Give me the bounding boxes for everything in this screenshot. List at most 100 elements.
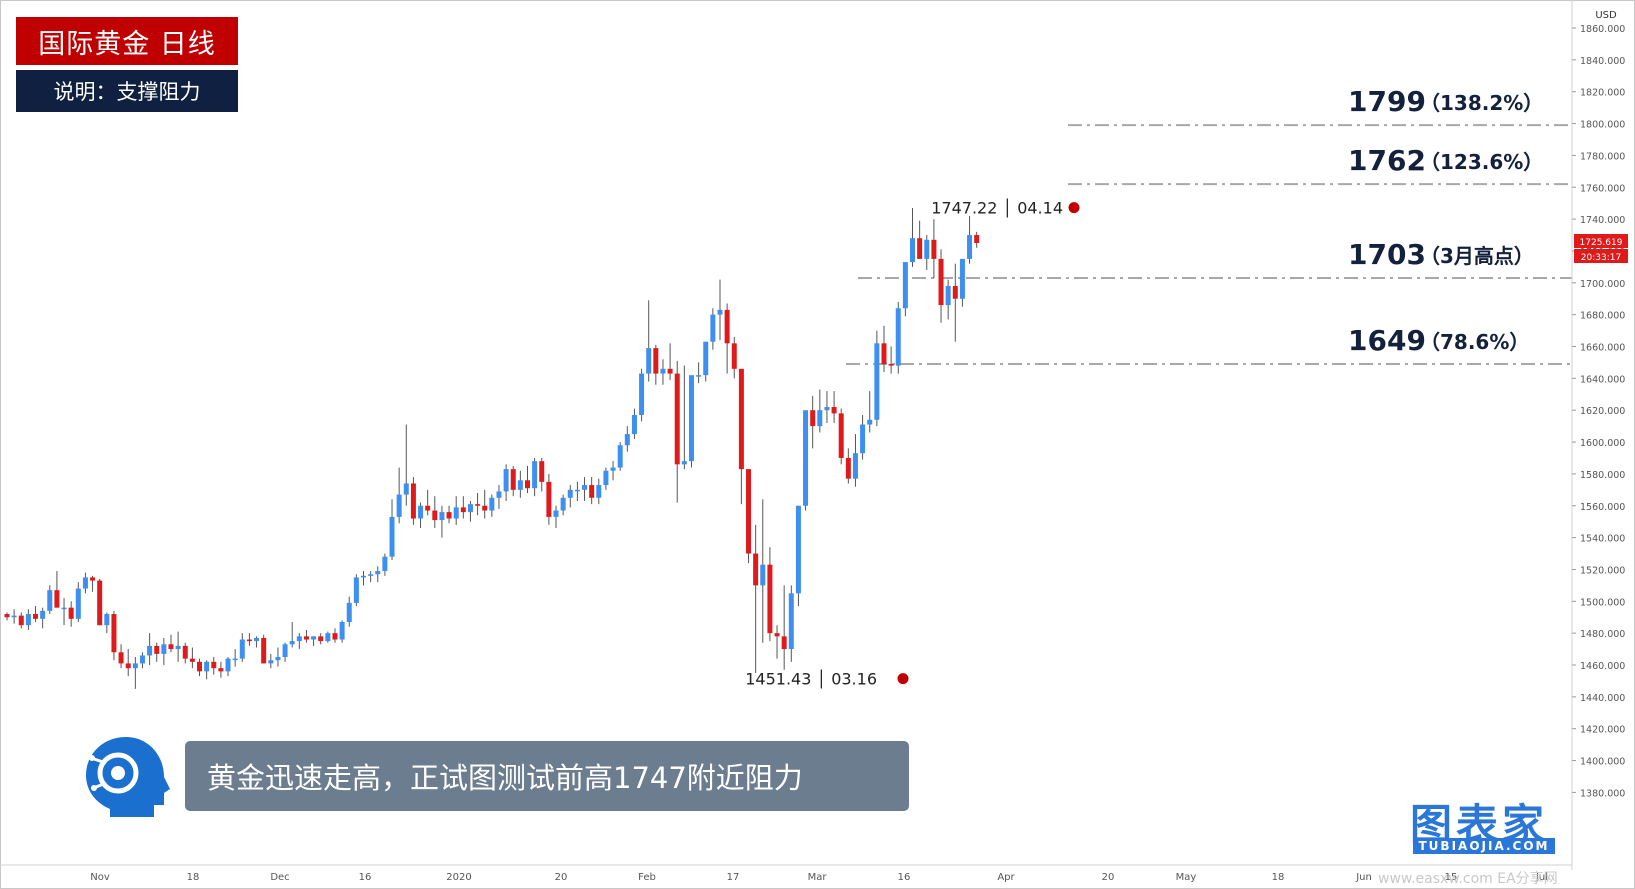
candle-down xyxy=(246,639,252,642)
y-tick-label: 1680.000 xyxy=(1580,311,1625,322)
x-tick-label: Dec xyxy=(270,872,289,883)
level-note-label: （123.6%） xyxy=(1420,150,1543,174)
candle-down xyxy=(18,615,24,626)
candle-down xyxy=(888,364,894,366)
candle-up xyxy=(339,622,345,640)
candle-down xyxy=(724,309,730,344)
chart-subtitle: 说明：支撑阻力 xyxy=(16,70,238,112)
candle-up xyxy=(803,410,809,506)
candle-up xyxy=(824,407,830,411)
watermark-domain: TUBIAOJIA.COM xyxy=(1413,838,1555,854)
candle-down xyxy=(332,633,338,640)
x-tick-label: 16 xyxy=(359,872,372,883)
candle-down xyxy=(667,368,673,374)
level-note-label: （78.6%） xyxy=(1420,330,1529,354)
candle-up xyxy=(860,424,866,454)
candle-up xyxy=(418,505,424,519)
candle-down xyxy=(54,590,60,608)
candle-down xyxy=(746,469,752,554)
candle-up xyxy=(403,483,409,495)
candle-down xyxy=(738,368,744,470)
x-tick-label: 16 xyxy=(898,872,911,883)
candle-up xyxy=(453,507,459,519)
support-resistance-levels: 1799（138.2%） 1762（123.6%） 1703（3月高点） 1649（7… xyxy=(846,85,1572,366)
candle-up xyxy=(382,556,388,572)
candle-up xyxy=(232,658,238,661)
price-axis[interactable]: USD 1380.000 1400.000 1420.000 1440.000 1460.… xyxy=(1571,0,1628,870)
candle-down xyxy=(118,652,124,664)
candle-up xyxy=(75,588,81,619)
candle-up xyxy=(346,602,352,623)
caption-banner: 黄金迅速走高，正试图测试前高1747附近阻力 xyxy=(185,741,909,811)
x-tick-label: 20 xyxy=(1102,872,1115,883)
candle-up xyxy=(646,348,652,374)
candle-up xyxy=(852,453,858,479)
candle-up xyxy=(717,309,723,315)
watermark-url: www.easxw.com EA分享网 xyxy=(1378,871,1558,887)
candle-up xyxy=(104,614,110,626)
candle-up xyxy=(325,633,331,642)
y-tick-label: 1440.000 xyxy=(1580,693,1625,704)
candle-up xyxy=(560,497,566,511)
candle-down xyxy=(731,343,737,369)
y-tick-label: 1660.000 xyxy=(1580,343,1625,354)
y-tick-label: 1580.000 xyxy=(1580,470,1625,481)
candle-up xyxy=(82,577,88,589)
candle-up xyxy=(496,491,502,498)
candle-up xyxy=(681,461,687,465)
x-tick-label: Nov xyxy=(90,872,110,883)
candle-up xyxy=(895,308,901,366)
candle-down xyxy=(510,469,516,490)
candle-down xyxy=(938,258,944,306)
candle-up xyxy=(11,615,17,618)
level-value-label: 1762 xyxy=(1348,144,1426,177)
candle-up xyxy=(268,660,274,664)
candle-down xyxy=(318,636,324,642)
candle-up xyxy=(624,434,630,446)
candle-up xyxy=(660,368,666,374)
chart-title: 国际黄金 日线 xyxy=(16,17,238,65)
candle-down xyxy=(97,580,103,626)
time-axis[interactable]: Nov 18 Dec 16 2020 20 Feb 17 Mar 16 Apr 20 May 18 Jun 1… xyxy=(0,864,1572,883)
candle-down xyxy=(261,637,267,664)
price-marker-label: 1747.22 │ 04.14 xyxy=(931,198,1063,218)
candle-up xyxy=(788,593,794,650)
candle-down xyxy=(781,636,787,650)
candle-down xyxy=(546,481,552,517)
candle-down xyxy=(154,645,160,654)
candle-up xyxy=(147,645,153,656)
y-tick-label: 1800.000 xyxy=(1580,120,1625,131)
candle-up xyxy=(924,239,930,259)
candle-up xyxy=(639,373,645,415)
x-tick-label: Mar xyxy=(808,872,828,883)
candle-down xyxy=(753,553,759,586)
candle-up xyxy=(254,637,260,642)
candle-up xyxy=(760,564,766,586)
candle-up xyxy=(361,575,366,578)
candle-up xyxy=(311,636,317,640)
candle-up xyxy=(396,494,402,517)
candle-down xyxy=(182,645,188,659)
candle-up xyxy=(603,470,609,486)
candle-down xyxy=(111,614,117,653)
candle-down xyxy=(68,607,74,619)
y-tick-label: 1760.000 xyxy=(1580,183,1625,194)
candle-up xyxy=(61,607,67,610)
y-tick-label: 1380.000 xyxy=(1580,788,1625,799)
x-tick-label: 18 xyxy=(1272,872,1285,883)
candle-up xyxy=(610,467,616,471)
candle-up xyxy=(275,657,281,661)
candle-down xyxy=(410,483,416,519)
candle-down xyxy=(831,407,837,414)
candle-up xyxy=(696,375,702,377)
candle-up xyxy=(139,655,145,664)
price-marker-dot xyxy=(897,673,909,685)
x-tick-label: Jun xyxy=(1355,872,1372,883)
candle-up xyxy=(582,485,588,490)
candle-up xyxy=(225,658,231,672)
x-tick-label: 18 xyxy=(187,872,200,883)
axis-currency-label: USD xyxy=(1595,10,1617,21)
candle-up xyxy=(375,571,381,575)
